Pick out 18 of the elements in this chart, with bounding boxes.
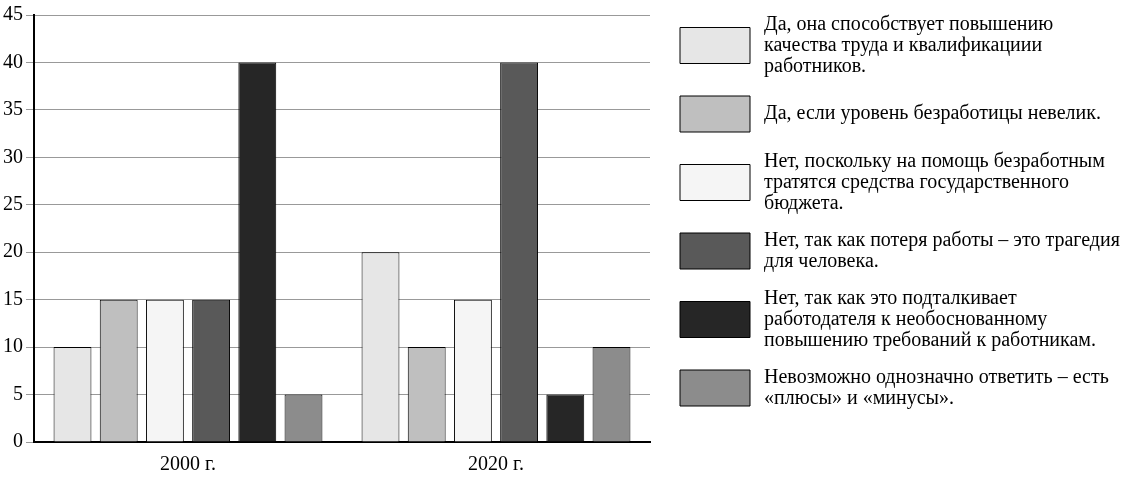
y-tick-label: 10: [3, 334, 23, 357]
legend-label: Нет, поскольку на помощь безработным тратятся средства государственного бюджета.: [764, 148, 1106, 214]
y-tick-label: 45: [3, 2, 23, 25]
y-tick-label: 35: [3, 97, 23, 120]
y-tick-label: 5: [13, 381, 23, 404]
y-tick-label: 25: [3, 192, 23, 215]
legend-label: Да, она способствует повышению качества труда и квалификациии работников.: [764, 11, 1054, 77]
legend-label: Нет, так как это подталкивает работодателя к необоснованному повышению требований к работникам.: [764, 285, 1097, 351]
legend-label: Невозможно однозначно ответить – есть «плюсы» и «минусы».: [764, 364, 1109, 409]
x-tick-label: 2020 г.: [468, 452, 524, 475]
x-tick-label: 2000 г.: [160, 452, 216, 475]
y-tick-label: 15: [3, 286, 23, 309]
y-tick-label: 30: [3, 144, 23, 167]
y-tick-label: 20: [3, 239, 23, 262]
legend-label: Да, если уровень безработицы невелик.: [764, 101, 1101, 125]
legend-label: Нет, так как потеря работы – это трагедия для человека.: [764, 227, 1120, 272]
y-tick-label: 0: [13, 429, 23, 452]
y-tick-label: 40: [3, 49, 23, 72]
